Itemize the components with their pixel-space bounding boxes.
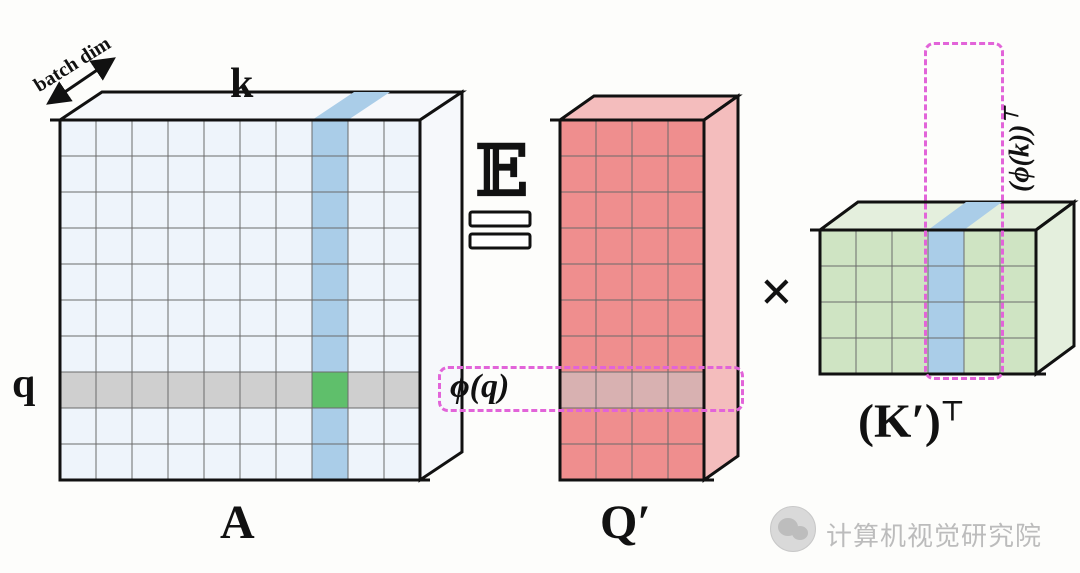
tensor-Kprime-T (0, 0, 1080, 573)
watermark-text: 计算机视觉研究院 (826, 516, 1042, 553)
diagram-stage: batch dim k q A 𝔼 Q′ ϕ(q) × (K′)⊤ (ϕ(k))… (0, 0, 1080, 573)
phi-k-label: (ϕ(k))⊤ (1000, 107, 1036, 192)
phi-k-dashed-box (924, 42, 1004, 380)
KprimeT-label: (K′)⊤ (858, 394, 964, 449)
wechat-icon (770, 506, 816, 552)
